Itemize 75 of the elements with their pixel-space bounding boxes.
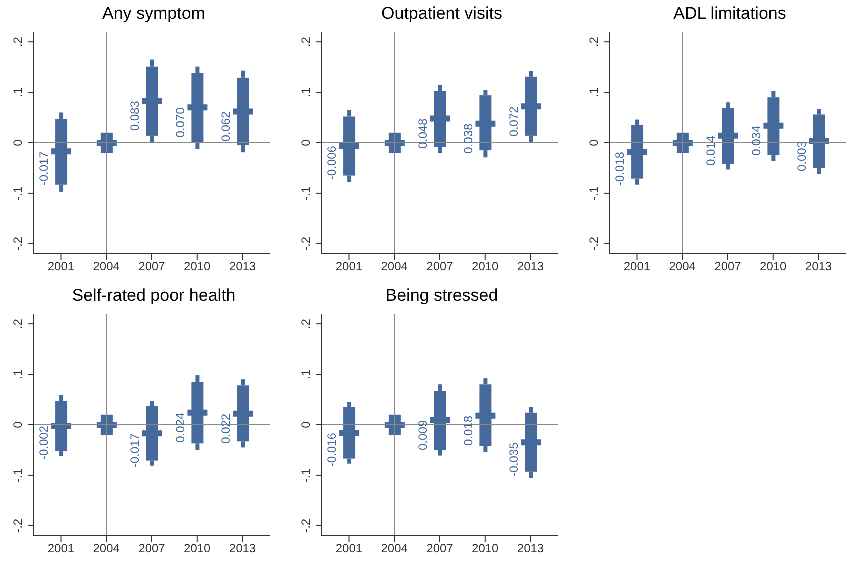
y-tick-label: -.2: [11, 518, 25, 533]
y-tick-label: 0: [299, 139, 313, 146]
y-tick-label: .2: [11, 36, 25, 48]
annotation: 0.014: [704, 136, 718, 166]
annotation: 0.048: [416, 118, 430, 149]
y-tick-label: 0: [299, 421, 313, 428]
x-tick-label: 2010: [184, 542, 212, 556]
y-tick-label: -.2: [299, 236, 313, 251]
annotation: -0.016: [325, 432, 340, 468]
annotation: -0.006: [325, 146, 340, 180]
annotation: 0.018: [461, 416, 476, 446]
chart-title: ADL limitations: [672, 3, 788, 25]
y-tick-label: .1: [11, 87, 25, 98]
x-tick-label: 2004: [669, 260, 696, 274]
annotation: -0.017: [37, 151, 52, 186]
annotation: 0.024: [173, 412, 188, 443]
annotation: 0.022: [218, 414, 233, 444]
chart-title: Outpatient visits: [380, 3, 504, 25]
x-tick-label: 2001: [336, 260, 363, 274]
annotation: -0.017: [128, 433, 142, 468]
x-tick-label: 2013: [517, 260, 544, 274]
y-tick-label: 0: [587, 139, 601, 146]
x-tick-label: 2007: [138, 260, 166, 274]
x-tick-label: 2010: [472, 260, 500, 274]
y-tick-label: 0: [11, 139, 25, 146]
x-tick-label: 2010: [472, 542, 500, 556]
annotation: -0.035: [506, 442, 521, 477]
annotation: 0.009: [416, 420, 430, 450]
y-tick-label: .2: [299, 36, 313, 48]
x-tick-label: 2007: [714, 260, 742, 274]
y-tick-label: .2: [11, 318, 25, 330]
x-tick-label: 2001: [48, 542, 75, 556]
y-tick-label: .2: [587, 36, 601, 48]
annotation: 0.038: [461, 124, 476, 154]
x-tick-label: 2013: [517, 542, 544, 556]
x-tick-label: 2007: [138, 542, 166, 556]
annotation: 0.070: [173, 107, 188, 138]
x-tick-label: 2013: [229, 260, 256, 274]
x-tick-label: 2013: [229, 542, 256, 556]
annotation: 0.083: [128, 100, 142, 132]
y-tick-label: .1: [587, 87, 601, 98]
x-tick-label: 2004: [381, 260, 408, 274]
x-tick-label: 2001: [336, 542, 363, 556]
annotation: -0.002: [37, 426, 52, 460]
x-tick-label: 2004: [93, 542, 120, 556]
x-tick-label: 2007: [426, 542, 454, 556]
chart-title: Any symptom: [102, 3, 206, 25]
chart-title: Being stressed: [384, 285, 500, 307]
x-tick-label: 2007: [426, 260, 454, 274]
annotation: 0.003: [794, 141, 809, 172]
y-tick-label: .1: [299, 87, 313, 98]
y-tick-label: 0: [11, 421, 25, 428]
annotation: -0.018: [613, 152, 628, 186]
y-tick-label: -.2: [299, 518, 313, 533]
y-tick-label: -.1: [11, 468, 25, 482]
x-tick-label: 2010: [760, 260, 788, 274]
y-tick-label: .1: [11, 369, 25, 380]
chart-title: Self-rated poor health: [71, 285, 237, 307]
x-tick-label: 2004: [93, 260, 120, 274]
y-tick-label: -.1: [299, 186, 313, 200]
y-tick-label: -.2: [587, 236, 601, 251]
annotation: 0.034: [749, 126, 764, 156]
y-tick-label: -.1: [11, 186, 25, 200]
x-tick-label: 2010: [184, 260, 212, 274]
y-tick-label: -.1: [299, 468, 313, 482]
annotation: 0.062: [218, 111, 233, 142]
y-tick-label: -.2: [11, 236, 25, 251]
y-tick-label: -.1: [587, 186, 601, 200]
x-tick-label: 2004: [381, 542, 408, 556]
x-tick-label: 2001: [624, 260, 651, 274]
annotation: 0.072: [506, 106, 521, 137]
x-tick-label: 2001: [48, 260, 75, 274]
x-tick-label: 2013: [805, 260, 832, 274]
y-tick-label: .1: [299, 369, 313, 380]
y-tick-label: .2: [299, 318, 313, 330]
